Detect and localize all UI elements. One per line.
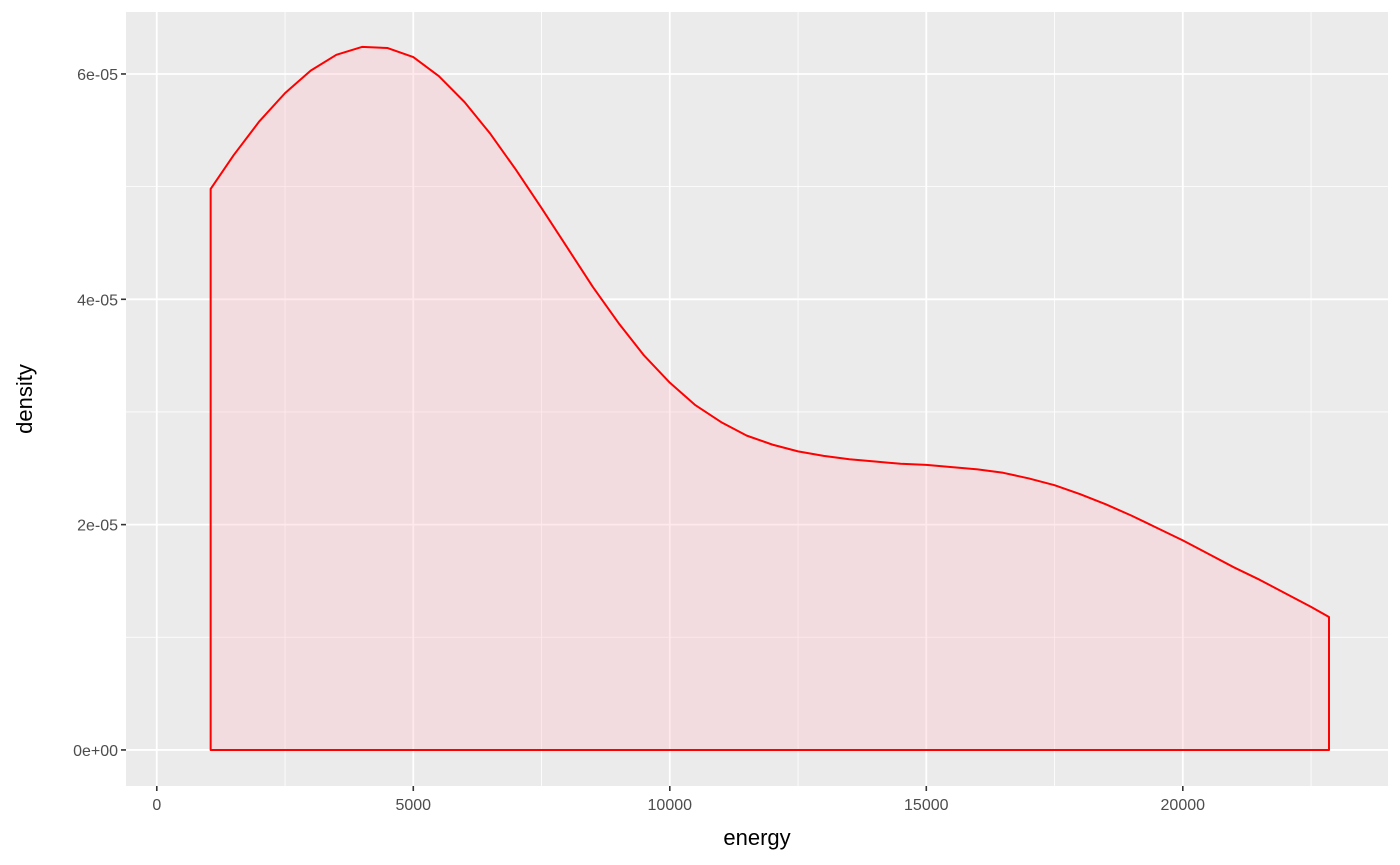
y-tick-label: 0e+00 bbox=[73, 743, 118, 760]
x-tick-label: 10000 bbox=[648, 797, 693, 814]
plot-panel bbox=[126, 12, 1388, 786]
y-tick-label: 4e-05 bbox=[77, 292, 118, 309]
x-axis-title: energy bbox=[723, 825, 790, 850]
y-tick-label: 2e-05 bbox=[77, 518, 118, 535]
x-tick-label: 20000 bbox=[1161, 797, 1206, 814]
y-axis-title: density bbox=[12, 364, 37, 434]
y-tick-label: 6e-05 bbox=[77, 67, 118, 84]
minor-gridlines bbox=[126, 12, 1388, 786]
x-tick-label: 5000 bbox=[395, 797, 431, 814]
density-area bbox=[210, 46, 1329, 750]
density-line bbox=[209, 45, 1330, 751]
major-gridlines bbox=[126, 12, 1388, 786]
x-axis: 0 5000 10000 15000 20000 bbox=[152, 786, 1205, 814]
x-tick-label: 15000 bbox=[904, 797, 949, 814]
y-axis: 0e+00 2e-05 4e-05 6e-05 bbox=[73, 67, 126, 760]
x-tick-label: 0 bbox=[152, 797, 161, 814]
